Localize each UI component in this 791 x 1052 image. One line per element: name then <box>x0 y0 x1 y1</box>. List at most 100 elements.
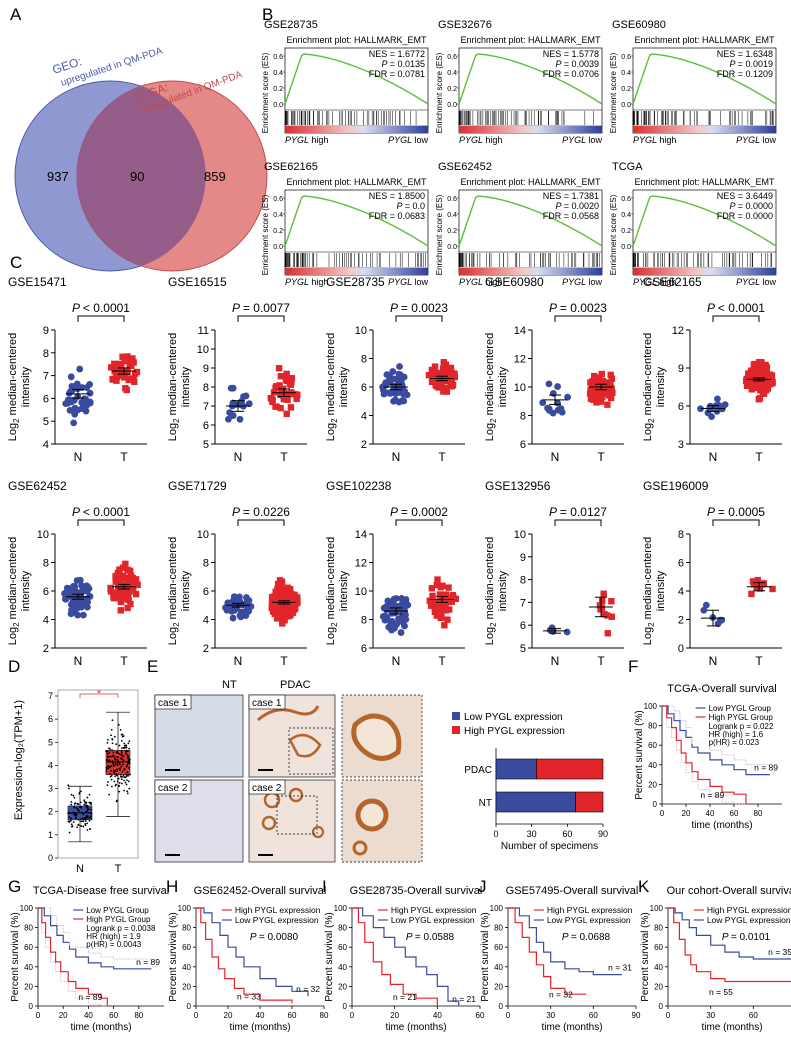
dot-pvalue: P = 0.0077 <box>232 301 290 315</box>
gsea-dataset-label: GSE62452 <box>438 161 492 173</box>
dot-point-tumor <box>437 614 444 622</box>
dot-point-normal <box>83 582 91 590</box>
dot-point-normal <box>398 594 405 602</box>
km-ytick: 100 <box>490 904 504 913</box>
boxplot-point <box>126 771 129 773</box>
hbar-low-segment <box>495 791 576 813</box>
km-n-low: n = 89 <box>754 763 778 773</box>
boxplot-point <box>80 806 83 809</box>
km-xlabel: time (months) <box>691 820 752 831</box>
dot-point-tumor <box>451 370 458 377</box>
dot-point-tumor <box>600 590 607 597</box>
dot-point-tumor <box>608 375 616 383</box>
boxplot-point <box>125 775 128 777</box>
boxplot-point <box>114 769 117 772</box>
dot-xlabel-n: N <box>551 654 560 668</box>
boxplot-point <box>109 772 111 775</box>
boxplot-ylabel: Expression-log₂(TPM+1) <box>13 700 25 820</box>
dot-point-tumor <box>748 590 755 598</box>
dot-point-tumor <box>425 371 433 379</box>
ihc-zoom-stain <box>355 798 389 832</box>
dot-point-tumor <box>279 591 287 598</box>
gsea-ylabel: Enrichment score (ES) <box>609 52 618 133</box>
km-xtick: 60 <box>730 809 739 818</box>
boxplot-point <box>125 765 128 768</box>
dot-dataset-label: GSE132956 <box>485 479 551 493</box>
boxplot-point <box>110 728 113 731</box>
boxplot-point <box>127 773 129 776</box>
dot-point-tumor <box>757 362 764 369</box>
km-ylabel: Percent survival (%) <box>168 912 179 1001</box>
venn-geo-only-count: 937 <box>47 169 69 184</box>
boxplot-point <box>120 778 123 781</box>
dot-point-tumor <box>589 380 596 388</box>
gsea-rank-bar <box>633 126 776 133</box>
ihc-case2-label-nt: case 2 <box>158 783 188 794</box>
dot-xlabel-n: N <box>234 450 243 464</box>
hbar-xtick: 90 <box>598 829 608 839</box>
dot-xlabel-n: N <box>74 654 83 668</box>
boxplot-point <box>119 757 122 760</box>
km-xtick: 80 <box>320 1011 329 1020</box>
dot-point-normal <box>708 413 715 420</box>
boxplot-point <box>70 817 72 820</box>
boxplot-point <box>116 768 118 771</box>
km-ci-high <box>662 705 746 805</box>
boxplot-point <box>122 759 125 762</box>
gsea-p: P = 0.0 <box>397 201 425 211</box>
km-xtick: 0 <box>660 809 665 818</box>
boxplot-point <box>70 803 73 806</box>
dot-ylabel-line3: intensity <box>655 366 667 407</box>
dot-point-tumor <box>277 391 284 398</box>
gsea-nes: NES = 1.6772 <box>369 49 425 59</box>
dot-point-tumor <box>116 360 124 368</box>
gsea-ytick: 0.4 <box>447 212 457 219</box>
boxplot-point <box>123 789 125 792</box>
boxplot-point <box>114 763 117 766</box>
gsea-nes: NES = 3.6449 <box>717 191 773 201</box>
dot-point-tumor <box>607 385 614 393</box>
boxplot-point <box>82 813 85 816</box>
dot-point-tumor <box>599 394 606 401</box>
dot-ytick: 5 <box>43 416 49 428</box>
dot-ylabel: Log2 median-centered <box>642 537 656 645</box>
dot-ytick: 11 <box>198 325 209 337</box>
dot-ytick: 8 <box>520 575 526 587</box>
dot-point-tumor <box>447 364 455 372</box>
hbar-xtick: 60 <box>562 829 572 839</box>
dot-point-tumor <box>111 367 118 374</box>
dot-ytick: 10 <box>355 325 367 337</box>
boxplot-point <box>118 781 121 784</box>
dot-point-normal <box>79 611 87 619</box>
dot-point-tumor <box>292 391 299 398</box>
dot-point-normal <box>83 384 91 392</box>
dot-point-tumor <box>754 576 761 584</box>
dot-point-normal <box>713 395 721 403</box>
boxplot-point <box>127 742 130 745</box>
dot-ytick: 4 <box>203 615 209 627</box>
dot-ytick: 6 <box>203 586 209 598</box>
km-ytick: 40 <box>24 963 33 972</box>
dot-pvalue: P < 0.0001 <box>707 301 765 315</box>
km-ytick: 60 <box>338 943 347 952</box>
dot-ytick: 5 <box>520 643 526 655</box>
dot-point-tumor <box>131 378 138 385</box>
boxplot-point <box>85 811 87 814</box>
dot-xlabel-n: N <box>709 450 718 464</box>
dot-point-tumor <box>447 594 455 601</box>
hbar-category-label: PDAC <box>464 765 492 776</box>
boxplot: 0 1 2 3 4 5 6 7 N T * <box>48 688 139 875</box>
gsea-ytick: 0.4 <box>621 70 631 77</box>
km-xtick: 90 <box>632 1011 641 1020</box>
dot-pvalue: P = 0.0226 <box>232 505 290 519</box>
panel-letter-a: A <box>10 5 22 24</box>
dot-point-normal <box>225 415 232 423</box>
boxplot-point <box>121 747 123 749</box>
gsea-frame <box>632 47 777 134</box>
dot-point-tumor <box>438 602 445 610</box>
dot-ytick: 6 <box>43 586 49 598</box>
km-ytick: 0 <box>653 800 658 809</box>
km-legend-bg <box>69 904 160 946</box>
gsea-ytick: 0.6 <box>447 54 457 61</box>
